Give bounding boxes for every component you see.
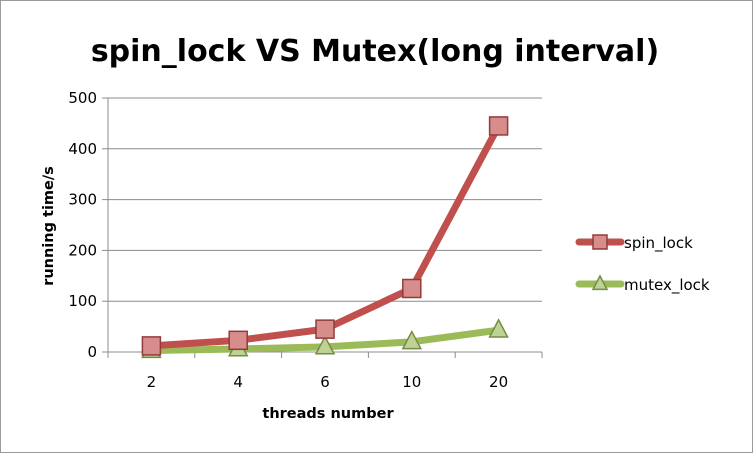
x-tick-label: 2	[147, 373, 157, 391]
data-point-spin_lock-10	[402, 278, 422, 299]
legend-label-spin_lock: spin_lock	[624, 234, 693, 253]
y-tick-label: 400	[68, 140, 97, 158]
legend: spin_lock mutex_lock	[575, 234, 710, 295]
y-tick-label: 100	[68, 292, 97, 310]
data-point-spin_lock-4	[228, 330, 248, 351]
data-point-spin_lock-2	[141, 336, 162, 356]
x-tick-label: 4	[233, 373, 243, 391]
x-tick-label: 6	[320, 373, 330, 391]
y-tick-label: 500	[68, 89, 97, 107]
data-point-spin_lock-20	[488, 116, 509, 136]
legend-marker-mutex_lock	[591, 274, 609, 291]
legend-marker-spin_lock	[592, 234, 608, 250]
y-tick-label: 0	[87, 343, 97, 361]
series-lines	[141, 116, 509, 359]
series-line-spin_lock	[147, 122, 503, 350]
y-tick-label: 300	[68, 191, 97, 209]
chart-title: spin_lock VS Mutex(long interval)	[91, 34, 659, 69]
gridlines	[108, 97, 542, 302]
x-axis-label: threads number	[262, 406, 394, 422]
data-point-mutex_lock-20	[488, 318, 509, 338]
y-tick-label: 200	[68, 241, 97, 259]
legend-label-mutex_lock: mutex_lock	[624, 276, 710, 295]
x-tick-label: 10	[402, 373, 421, 391]
data-point-mutex_lock-6	[314, 335, 336, 355]
x-tick-label: 20	[489, 373, 508, 391]
data-point-mutex_lock-10	[401, 329, 423, 350]
y-axis-label: running time/s	[41, 166, 57, 286]
data-point-spin_lock-6	[315, 319, 335, 339]
